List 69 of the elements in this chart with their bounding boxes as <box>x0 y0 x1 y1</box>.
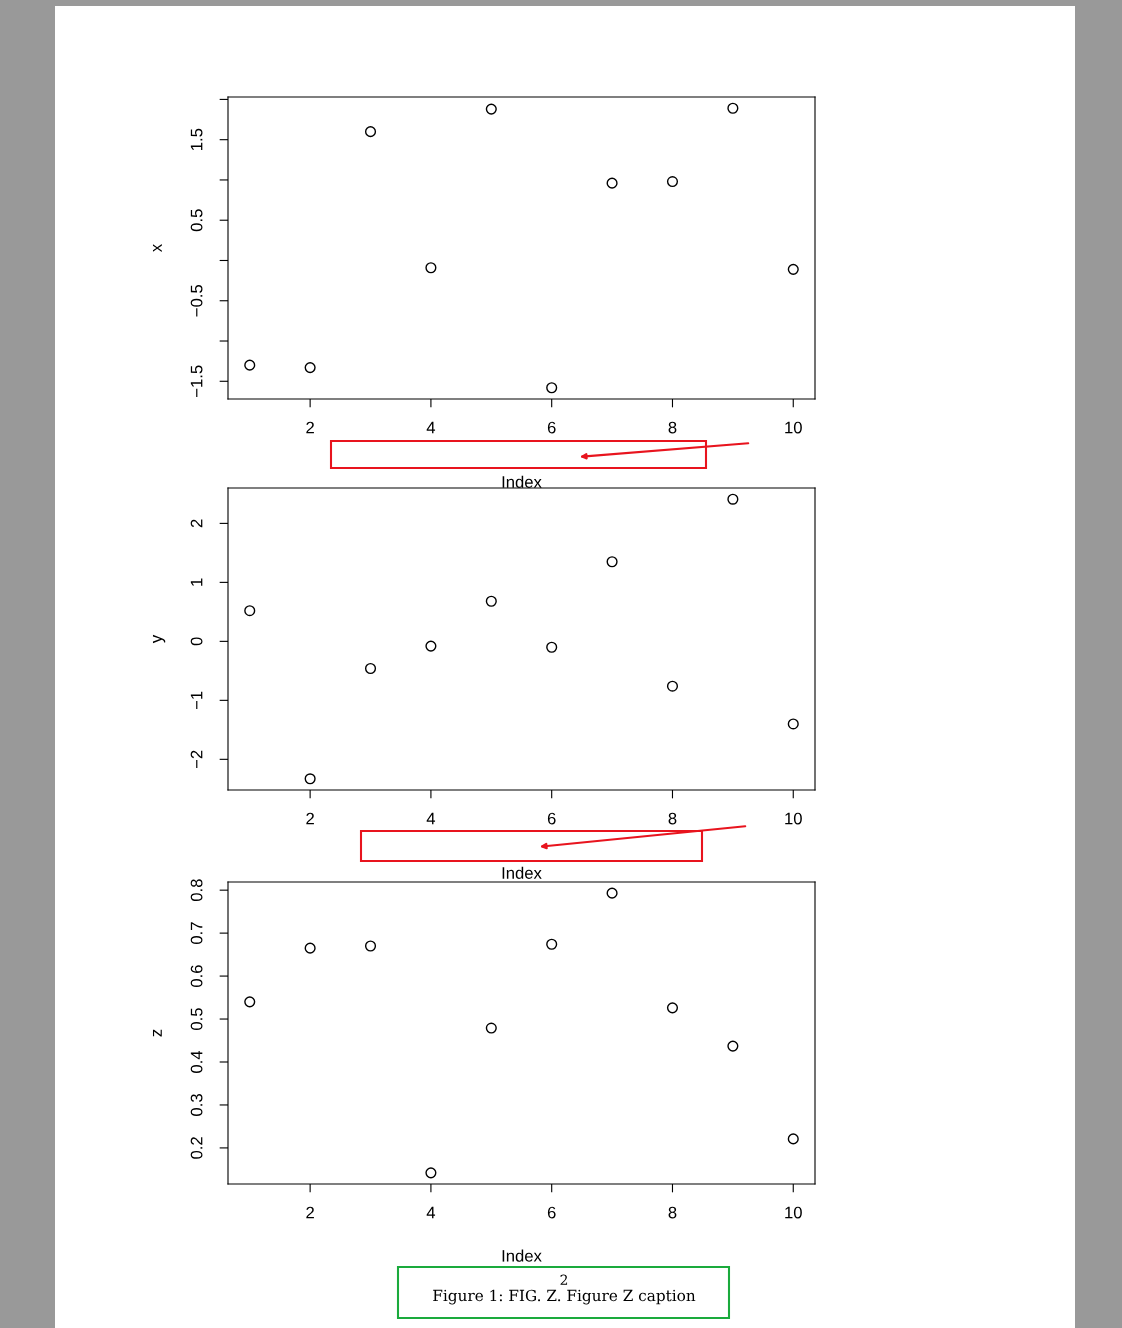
y-axis-title: x <box>152 244 162 252</box>
point <box>787 263 799 275</box>
x-tick-label: 10 <box>785 421 802 434</box>
point <box>364 126 377 138</box>
point <box>425 1167 437 1179</box>
x-tick-label: 10 <box>785 1206 802 1219</box>
text: 2 <box>560 1274 568 1285</box>
x-tick-label: 6 <box>547 1206 556 1219</box>
y-tick-label: 0.8 <box>190 879 203 902</box>
point <box>727 102 739 114</box>
point <box>666 1002 679 1014</box>
point <box>546 382 558 394</box>
x-axis-title: Index <box>502 475 542 488</box>
y-tick-label: 1 <box>190 578 203 586</box>
point <box>727 493 739 505</box>
y-tick-label: 1.5 <box>190 128 203 150</box>
point <box>304 362 316 374</box>
x-tick-label: 2 <box>306 1206 314 1219</box>
x-tick-label: 8 <box>668 421 677 434</box>
x-tick-label: 4 <box>426 421 436 434</box>
point <box>546 938 558 950</box>
point <box>606 887 618 899</box>
y-tick-label: 0.4 <box>190 1050 203 1073</box>
x-axis-title: Index <box>502 866 542 879</box>
y-tick-label: 0.5 <box>190 1008 203 1030</box>
point <box>425 640 437 652</box>
y-tick-label: −1 <box>190 691 203 710</box>
x-tick-label: 8 <box>668 812 677 825</box>
x-tick-label: 4 <box>426 812 436 825</box>
x-tick-label: 2 <box>306 812 314 825</box>
point <box>485 595 497 607</box>
point <box>546 641 558 653</box>
y-tick-label: 0.6 <box>190 965 203 988</box>
point <box>244 605 256 617</box>
y-tick-label: −2 <box>190 750 203 769</box>
point <box>666 176 679 188</box>
point <box>485 103 497 115</box>
y-tick-label: −0.5 <box>190 285 203 317</box>
point <box>364 940 377 952</box>
y-tick-label: −1.5 <box>190 365 203 397</box>
caption: Figure 1: FIG. Z. Figure Z caption <box>433 1289 696 1305</box>
point <box>727 1040 739 1052</box>
x-tick-label: 6 <box>547 421 556 434</box>
y-tick-label: 0.5 <box>190 209 203 232</box>
point <box>244 996 256 1008</box>
y-axis-title: y <box>152 634 166 644</box>
y-tick-label: 0.3 <box>190 1094 203 1116</box>
point <box>666 680 679 692</box>
point <box>787 718 799 730</box>
x-tick-label: 2 <box>306 421 314 434</box>
x-tick-label: 8 <box>668 1206 677 1219</box>
y-tick-label: 0 <box>190 637 203 646</box>
x-tick-label: 4 <box>426 1206 436 1219</box>
point <box>304 942 316 954</box>
y-tick-label: 2 <box>190 519 203 528</box>
point <box>304 773 316 785</box>
x-tick-label: 10 <box>785 812 802 825</box>
point <box>787 1133 799 1145</box>
x-axis-title: Index <box>502 1249 542 1262</box>
point <box>244 359 256 371</box>
point <box>425 262 437 274</box>
y-tick-label: 0.2 <box>190 1137 203 1159</box>
point <box>606 556 618 568</box>
y-tick-label: 0.7 <box>190 922 203 945</box>
point <box>485 1022 497 1034</box>
y-axis-title: z <box>152 1029 162 1037</box>
x-tick-label: 6 <box>547 812 556 825</box>
point <box>606 177 618 189</box>
point <box>364 662 377 675</box>
